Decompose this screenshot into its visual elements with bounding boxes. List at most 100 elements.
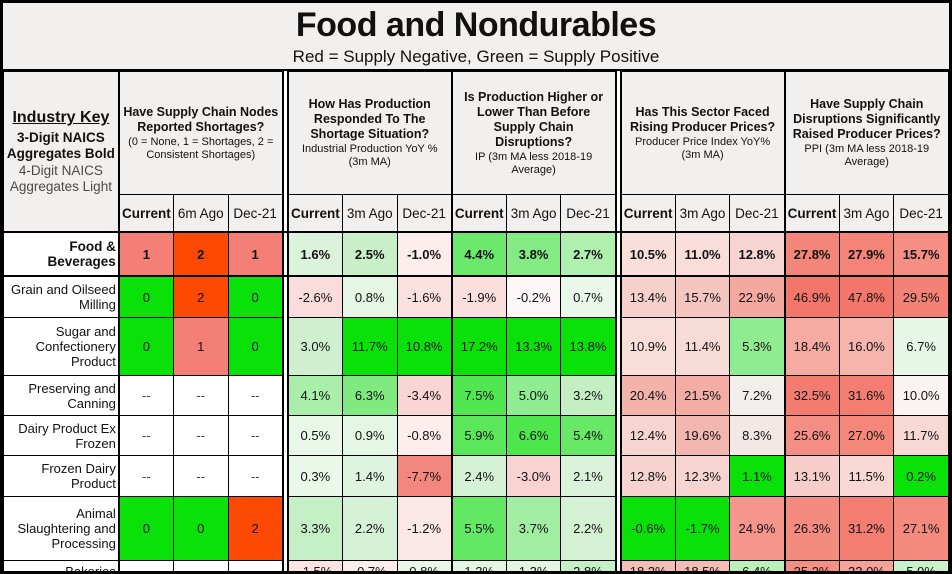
group-question: Has This Sector Faced Rising Producer Pr… xyxy=(629,104,776,134)
value-cell: 0.3% xyxy=(287,455,343,497)
value-cell: 0.7% xyxy=(560,275,617,318)
value-cell: 0.9% xyxy=(341,415,398,456)
value-cell: 18.5% xyxy=(674,560,731,571)
value-cell: -1.5% xyxy=(287,560,343,571)
value-cell: 12.4% xyxy=(620,415,676,456)
value-cell: 1.2% xyxy=(450,560,507,571)
value-cell: -- xyxy=(117,375,174,416)
group-separator xyxy=(281,560,289,571)
value-cell: 1.4% xyxy=(341,455,398,497)
value-cell: 20.4% xyxy=(620,375,676,416)
value-cell: 5.3% xyxy=(729,317,785,376)
value-cell: -- xyxy=(172,415,229,456)
group-separator xyxy=(614,231,622,277)
group-header-production-level: Is Production Higher or Lower Than Befor… xyxy=(450,71,617,195)
table-row: Animal Slaughtering and Processing 0 0 2 3.3… xyxy=(3,496,949,561)
value-cell: 11.5% xyxy=(838,455,895,497)
value-cell: -1.2% xyxy=(396,496,453,561)
value-cell: 2.8% xyxy=(560,560,617,571)
col-header: Dec-21 xyxy=(893,194,949,233)
value-cell: 5.0% xyxy=(505,375,562,416)
col-header: Dec-21 xyxy=(227,194,284,233)
title-band: Food and Nondurables Red = Supply Negati… xyxy=(3,3,949,71)
value-cell: 16.0% xyxy=(838,317,895,376)
col-header: 3m Ago xyxy=(341,194,398,233)
value-cell: -1.0% xyxy=(396,231,453,277)
value-cell: 11.7% xyxy=(893,415,949,456)
value-cell: 18.2% xyxy=(620,560,676,571)
value-cell: -- xyxy=(227,375,284,416)
group-separator xyxy=(614,375,622,416)
value-cell: -- xyxy=(227,560,284,571)
table-row: Frozen Dairy Product -- -- -- 0.3% 1.4% -7.7% 2… xyxy=(3,455,949,497)
value-cell: 17.2% xyxy=(450,317,507,376)
value-cell: 3.2% xyxy=(560,375,617,416)
group-header-ppi-vs-average: Have Supply Chain Disruptions Significan… xyxy=(783,71,949,195)
value-cell: 1.6% xyxy=(287,231,343,277)
value-cell: -- xyxy=(172,455,229,497)
value-cell: 13.8% xyxy=(560,317,617,376)
value-cell: 19.6% xyxy=(674,415,731,456)
group-separator xyxy=(614,276,622,318)
industry-key-title: Industry Key xyxy=(12,109,110,126)
value-cell: 1 xyxy=(227,231,284,277)
group-question: Have Supply Chain Disruptions Significan… xyxy=(792,97,941,141)
value-cell: 0 xyxy=(117,317,174,376)
value-cell: 3.3% xyxy=(287,496,343,561)
industry-label: Grain and Oilseed Milling xyxy=(3,275,120,318)
group-separator xyxy=(281,455,289,497)
table-row: Bakeries -- -- -- -1.5% -0.7% 0.8% 1.2% 1.2% 2.8%… xyxy=(3,560,949,571)
table-row: Preserving and Canning -- -- -- 4.1% 6.3% -3.4… xyxy=(3,375,949,416)
value-cell: 12.8% xyxy=(729,231,785,277)
value-cell: 2.4% xyxy=(450,455,507,497)
value-cell: 1 xyxy=(172,317,229,376)
group-measure: PPI (3m MA less 2018-19 Average) xyxy=(804,143,930,168)
group-question: Is Production Higher or Lower Than Befor… xyxy=(464,89,604,149)
value-cell: 27.0% xyxy=(838,415,895,456)
value-cell: 5.9% xyxy=(450,415,507,456)
col-header: Dec-21 xyxy=(729,194,785,233)
value-cell: 25.2% xyxy=(783,560,840,571)
value-cell: 22.0% xyxy=(838,560,895,571)
group-separator xyxy=(614,317,622,376)
value-cell: 0 xyxy=(227,275,284,318)
table-body: Food & Beverages 1 2 1 1.6% 2.5% -1.0% 4.4% 3.8%… xyxy=(3,231,949,571)
group-separator xyxy=(281,231,289,277)
industry-label: Animal Slaughtering and Processing xyxy=(3,496,120,561)
value-cell: 18.4% xyxy=(783,317,840,376)
value-cell: 6.7% xyxy=(893,317,949,376)
value-cell: 12.8% xyxy=(620,455,676,497)
group-question: How Has Production Responded To The Shor… xyxy=(308,97,431,141)
value-cell: 13.4% xyxy=(620,275,676,318)
value-cell: -- xyxy=(172,560,229,571)
group-separator xyxy=(281,496,289,561)
value-cell: -2.6% xyxy=(287,275,343,318)
industry-label: Preserving and Canning xyxy=(3,375,120,416)
group-measure: IP (3m MA less 2018-19 Average) xyxy=(475,150,593,176)
value-cell: -0.6% xyxy=(620,496,676,561)
value-cell: 0 xyxy=(227,317,284,376)
group-separator xyxy=(614,71,622,232)
value-cell: 26.3% xyxy=(783,496,840,561)
value-cell: 0 xyxy=(172,496,229,561)
group-header-producer-prices: Has This Sector Faced Rising Producer Pr… xyxy=(620,71,785,195)
value-cell: 22.9% xyxy=(729,275,785,318)
value-cell: 0 xyxy=(117,275,174,318)
value-cell: 25.6% xyxy=(783,415,840,456)
value-cell: 8.3% xyxy=(729,415,785,456)
col-header: Current xyxy=(450,194,507,233)
col-header: 3m Ago xyxy=(674,194,731,233)
group-separator xyxy=(614,496,622,561)
value-cell: 21.5% xyxy=(674,375,731,416)
group-header-shortages: Have Supply Chain Nodes Reported Shortag… xyxy=(117,71,284,195)
value-cell: 7.2% xyxy=(729,375,785,416)
col-header: Current xyxy=(620,194,676,233)
group-separator xyxy=(281,375,289,416)
value-cell: 11.4% xyxy=(674,317,731,376)
value-cell: 12.3% xyxy=(674,455,731,497)
value-cell: 32.5% xyxy=(783,375,840,416)
value-cell: -7.7% xyxy=(396,455,453,497)
table-row: Grain and Oilseed Milling 0 2 0 -2.6% 0.8% -1.… xyxy=(3,275,949,318)
value-cell: 27.9% xyxy=(838,231,895,277)
value-cell: -1.7% xyxy=(674,496,731,561)
